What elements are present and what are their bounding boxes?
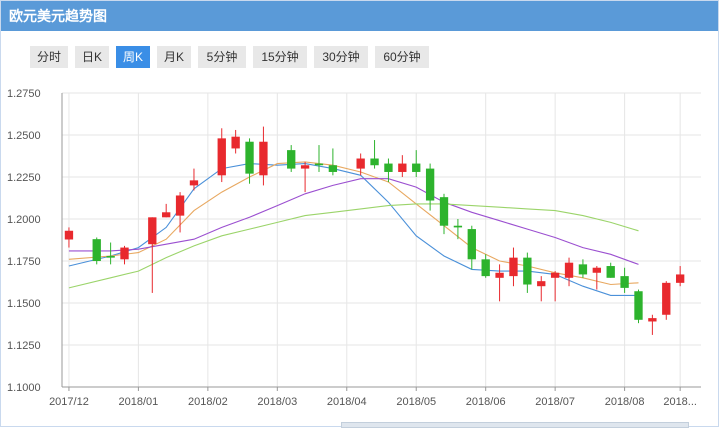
candle-up xyxy=(162,212,171,218)
candle-down xyxy=(412,163,421,172)
candle-down xyxy=(328,165,338,172)
chart-title: 欧元美元趋势图 xyxy=(9,8,107,24)
candle-up xyxy=(675,274,685,283)
candle-up xyxy=(259,141,268,176)
tab-daily-k[interactable]: 日K xyxy=(75,46,109,68)
y-tick-label: 1.2500 xyxy=(7,130,41,142)
candle-up xyxy=(648,318,657,322)
header-bar: 欧元美元趋势图 xyxy=(1,1,718,31)
candle-up xyxy=(120,247,129,260)
x-tick-label: 2017/12 xyxy=(49,396,89,408)
candle-up xyxy=(495,272,504,278)
x-tick-label: 2018/07 xyxy=(535,396,575,408)
candle-up xyxy=(509,257,518,277)
candle-up xyxy=(64,230,74,240)
candle-down xyxy=(523,257,532,285)
y-tick-label: 1.1000 xyxy=(7,382,41,394)
candle-down xyxy=(384,163,393,172)
ma30-line xyxy=(68,203,639,289)
candle-down xyxy=(620,276,629,288)
candle-down xyxy=(606,266,615,278)
candle-up xyxy=(398,163,407,172)
y-tick-label: 1.2000 xyxy=(7,214,41,226)
candle-up xyxy=(300,165,310,169)
chart-scrollbar[interactable] xyxy=(341,422,689,428)
candle-up xyxy=(537,281,546,287)
tab-monthly-k[interactable]: 月K xyxy=(157,46,191,68)
y-tick-label: 1.1750 xyxy=(7,256,41,268)
y-tick-label: 1.2250 xyxy=(7,172,41,184)
tab-30min[interactable]: 30分钟 xyxy=(314,46,368,68)
x-tick-label: 2018/03 xyxy=(257,396,297,408)
x-tick-label: 2018/05 xyxy=(396,396,436,408)
candle-up xyxy=(550,272,560,278)
candle-down xyxy=(425,168,435,201)
x-tick-label: 2018/04 xyxy=(327,396,367,408)
ma20-line xyxy=(68,178,639,265)
candle-up xyxy=(231,136,240,149)
candlestick-chart: 1.2750 1.2500 1.2250 1.2000 1.1750 1.1500 1.12… xyxy=(1,81,719,428)
candle-down xyxy=(287,150,296,169)
candle-down xyxy=(106,255,115,258)
candle-up xyxy=(592,267,601,273)
candle-up xyxy=(189,180,199,186)
tab-weekly-k[interactable]: 周K xyxy=(116,46,150,68)
tab-5min[interactable]: 5分钟 xyxy=(198,46,246,68)
tab-15min[interactable]: 15分钟 xyxy=(253,46,307,68)
tab-60min[interactable]: 60分钟 xyxy=(375,46,429,68)
candle-up xyxy=(662,282,671,315)
candle-up xyxy=(148,217,157,245)
candle-up xyxy=(175,195,185,216)
candle-down xyxy=(634,291,643,320)
x-tick-label: 2018/01 xyxy=(119,396,159,408)
x-tick-label: 2018... xyxy=(663,396,697,408)
candle-down xyxy=(92,239,101,261)
candle-down xyxy=(578,264,588,275)
candle-up xyxy=(217,138,226,176)
candle-down xyxy=(453,225,463,228)
x-tick-label: 2018/08 xyxy=(605,396,645,408)
candle-down xyxy=(314,163,324,166)
candle-down xyxy=(439,197,449,226)
candle-up xyxy=(356,158,365,169)
x-tick-label: 2018/06 xyxy=(466,396,506,408)
y-tick-label: 1.1250 xyxy=(7,340,41,352)
y-tick-label: 1.2750 xyxy=(7,88,41,100)
y-tick-label: 1.1500 xyxy=(7,298,41,310)
candle-down xyxy=(481,259,490,277)
candle-down xyxy=(467,229,476,260)
candle-down xyxy=(370,158,379,166)
tab-fenshi[interactable]: 分时 xyxy=(30,46,68,68)
candle-up xyxy=(564,262,574,278)
x-tick-label: 2018/02 xyxy=(188,396,228,408)
candle-down xyxy=(245,141,254,174)
